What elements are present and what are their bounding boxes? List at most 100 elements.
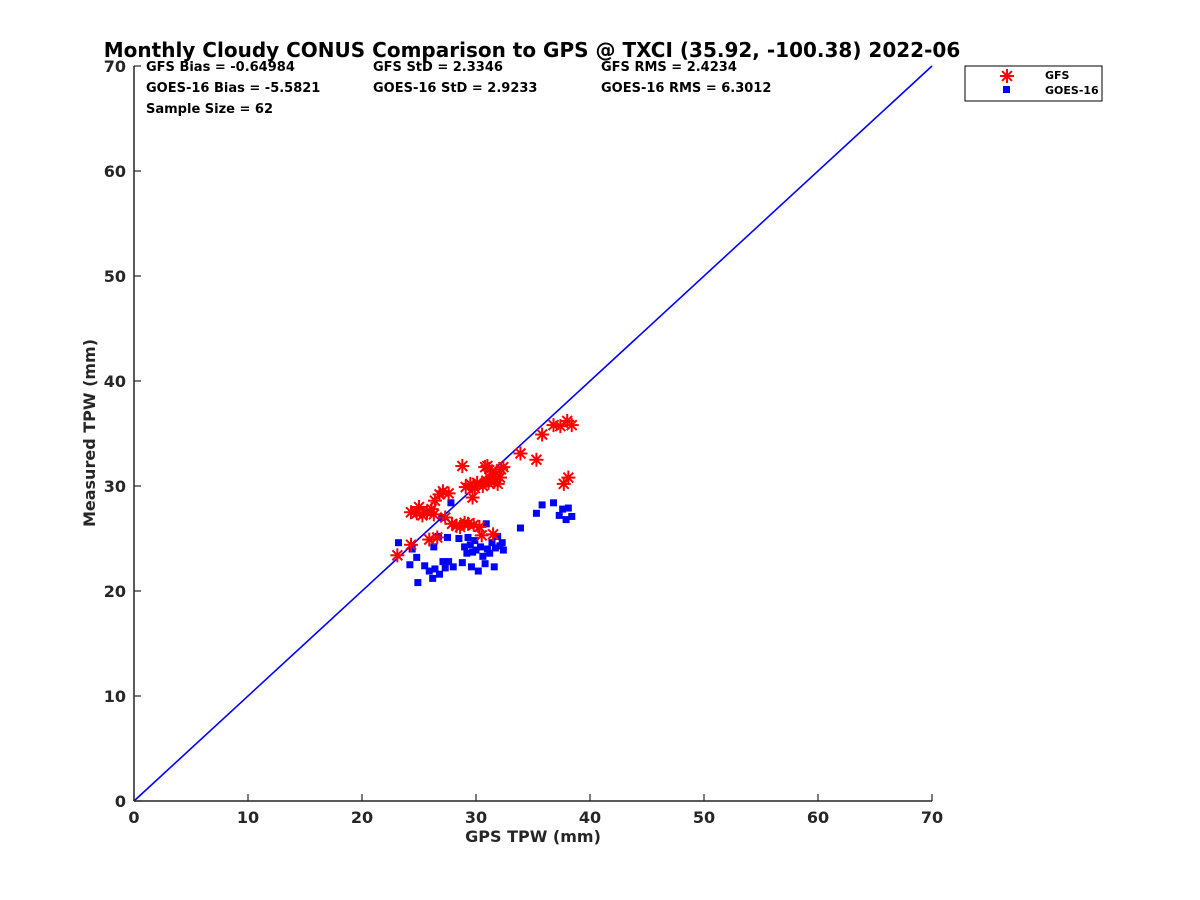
y-tick-label: 40 (104, 372, 126, 391)
goes16-point (425, 567, 433, 575)
goes16-point (430, 543, 438, 551)
goes16-point (413, 553, 421, 561)
goes16-point (408, 545, 416, 553)
gfs-point (427, 493, 442, 508)
legend: GFS GOES-16 (964, 65, 1103, 102)
stat-goes-bias: GOES-16 Bias = -5.5821 (146, 81, 320, 96)
gfs-point (496, 460, 511, 475)
goes16-point (494, 532, 502, 540)
goes16-point (532, 509, 540, 517)
goes16-point (499, 546, 507, 554)
gfs-point (513, 446, 528, 461)
goes16-point (467, 563, 475, 571)
goes16-point (464, 533, 472, 541)
goes16-point (555, 511, 563, 519)
goes16-point (490, 563, 498, 571)
y-tick-label: 0 (115, 792, 126, 811)
gfs-point (404, 537, 419, 552)
stats-block: GFS Bias = -0.64984 GFS StD = 2.3346 GFS… (146, 60, 771, 117)
x-tick-label: 40 (579, 808, 601, 827)
stat-gfs-bias: GFS Bias = -0.64984 (146, 60, 295, 75)
chart-title: Monthly Cloudy CONUS Comparison to GPS @… (104, 38, 960, 62)
y-axis-label: Measured TPW (mm) (80, 339, 99, 527)
goes16-point (444, 533, 451, 541)
x-tick-label: 30 (465, 808, 487, 827)
gfs-point (561, 470, 576, 485)
legend-gfs-label: GFS (1045, 69, 1070, 82)
goes16-point (477, 543, 485, 551)
goes16-point (445, 558, 453, 566)
goes16-point (479, 552, 487, 560)
goes16-point (491, 544, 499, 552)
legend-gfs-asterisk (1000, 69, 1014, 83)
goes16-point (482, 520, 490, 528)
x-tick-label: 0 (128, 808, 139, 827)
gfs-point (455, 459, 470, 474)
goes16-point (538, 501, 546, 509)
goes16-point (447, 499, 455, 507)
stat-gfs-rms: GFS RMS = 2.4234 (601, 60, 737, 75)
goes16-point (562, 516, 570, 524)
goes16-point (486, 549, 494, 557)
y-tick-label: 30 (104, 477, 126, 496)
goes16-point (449, 563, 457, 571)
gfs-point (470, 475, 485, 490)
y-tick-label: 50 (104, 267, 126, 286)
gfs-point (474, 528, 489, 543)
gfs-point (465, 490, 480, 505)
goes16-point (394, 539, 402, 547)
goes16-point (483, 545, 491, 553)
goes16-point (406, 561, 414, 569)
stat-gfs-std: GFS StD = 2.3346 (373, 60, 503, 75)
goes16-point (474, 567, 482, 575)
stat-sample-size: Sample Size = 62 (146, 102, 273, 117)
x-tick-label: 10 (237, 808, 259, 827)
x-tick-label: 60 (807, 808, 829, 827)
goes16-point (466, 541, 474, 549)
goes16-point (564, 504, 572, 512)
gfs-point (529, 452, 544, 467)
legend-box (964, 65, 1103, 102)
goes16-point (488, 539, 496, 547)
goes16-point (458, 559, 466, 567)
gfs-point (430, 530, 445, 545)
x-tick-label: 50 (693, 808, 715, 827)
y-tick-label: 20 (104, 582, 126, 601)
gfs-point (426, 507, 441, 522)
x-tick-label: 70 (921, 808, 943, 827)
axes: 0 10 20 30 40 50 60 70 0 10 20 30 40 50 60 70 (104, 57, 943, 827)
goes16-point (568, 512, 576, 520)
goes16-point (429, 574, 437, 582)
legend-goes-label: GOES-16 (1045, 84, 1099, 97)
goes16-point (436, 570, 444, 578)
goes16-point (431, 565, 439, 573)
goes16-point (498, 539, 506, 547)
x-axis-label: GPS TPW (mm) (465, 827, 601, 846)
gfs-point (422, 532, 437, 547)
goes16-point (472, 546, 480, 554)
gfs-point (472, 519, 487, 534)
gfs-point (535, 427, 550, 442)
goes16-point (550, 499, 558, 507)
goes16-point (516, 524, 524, 532)
y-tick-label: 10 (104, 687, 126, 706)
gfs-point (564, 418, 579, 433)
goes16-point (559, 505, 567, 513)
y-tick-label: 60 (104, 162, 126, 181)
goes16-point (463, 549, 471, 557)
goes16-point (455, 535, 463, 542)
goes16-point (481, 560, 489, 568)
goes16-point (421, 562, 429, 570)
legend-goes-marker (1003, 86, 1010, 93)
gfs-point (390, 548, 405, 563)
reference-line (133, 65, 933, 802)
y-tick-label: 70 (104, 57, 126, 76)
gfs-point (441, 486, 456, 501)
goes16-point (471, 537, 479, 545)
gfs-point (486, 527, 501, 542)
goes16-point (441, 564, 449, 572)
stat-goes-std: GOES-16 StD = 2.9233 (373, 81, 537, 96)
marker-layer (133, 65, 933, 802)
goes16-point (414, 579, 422, 587)
